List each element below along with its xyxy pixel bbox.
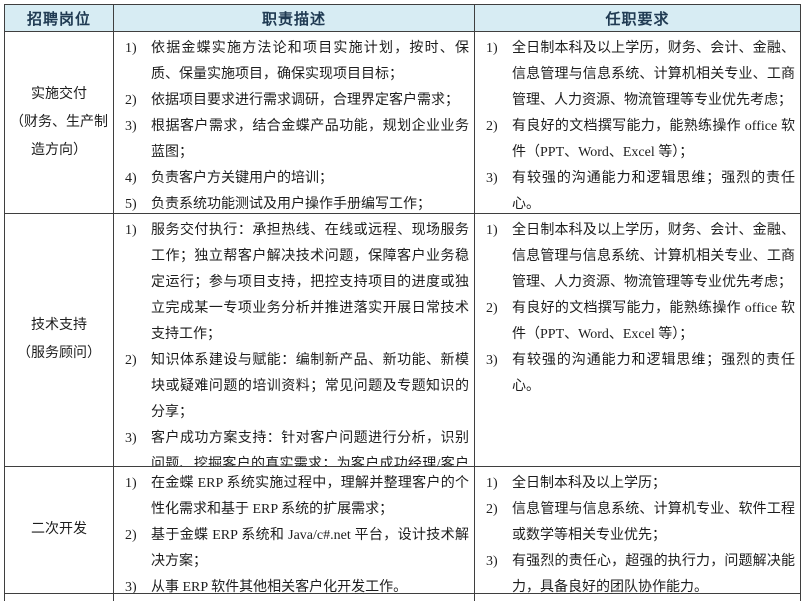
duty-item: 3) 根据客户需求，结合金蝶产品功能，规划企业业务蓝图； [114,114,469,166]
recruitment-table: 招聘岗位 职责描述 任职要求 实施交付 （财务、生产制 造方向） 1) 依据金蝶实… [4,4,801,601]
item-number: 1) [486,41,498,56]
requirements-cell: 1) 全日制本科及以上学历，财务、会计、金融、信息管理与信息系统、计算机相关专业、… [475,32,800,214]
item-number: 3) [486,554,498,569]
item-number: 2) [486,502,498,517]
item-text: 服务交付执行：承担热线、在线或远程、现场服务工作；独立帮客户解决技术问题，保障客… [151,223,469,342]
item-number: 2) [486,119,498,134]
requirement-item: 1) 全日制本科及以上学历，财务、会计、金融、信息管理与信息系统、计算机相关专业、… [475,218,795,296]
requirements-cell: 1) 全日制本科及以上学历，财务、会计、金融、信息管理与信息系统、计算机相关专业、… [475,214,800,467]
item-text: 根据客户需求，结合金蝶产品功能，规划企业业务蓝图； [151,119,469,160]
item-text: 负责系统功能测试及用户操作手册编写工作； [151,197,431,212]
requirements-cell: 1) 全日制本科及以上学历； 2) 信息管理与信息系统、计算机专业、软件工程或数学等相… [475,467,800,594]
item-number: 2) [125,353,137,368]
requirement-item: 1) 全日制本科及以上学历，财务、会计、金融、信息管理与信息系统、计算机相关专业、… [475,36,795,114]
item-number: 1) [125,223,137,238]
duty-item: 1) 服务交付执行：承担热线、在线或远程、现场服务工作；独立帮客户解决技术问题，保… [114,218,469,348]
duty-item: 2) 依据项目要求进行需求调研，合理界定客户需求； [114,88,469,114]
item-text: 全日制本科及以上学历，财务、会计、金融、信息管理与信息系统、计算机相关专业、工商… [512,223,795,290]
item-text: 依据项目要求进行需求调研，合理界定客户需求； [151,93,459,108]
duties-cell: 1) 在金蝶 ERP 系统实施过程中，理解并整理客户的个性化需求和基于 ERP 系… [114,467,475,594]
item-text: 在金蝶 ERP 系统实施过程中，理解并整理客户的个性化需求和基于 ERP 系统的… [151,476,469,517]
item-number: 3) [125,119,137,134]
position-cell-partial [5,594,114,601]
item-text: 基于金蝶 ERP 系统和 Java/c#.net 平台，设计技术解决方案； [151,528,469,569]
requirements-cell-partial [475,594,800,601]
item-number: 3) [486,353,498,368]
item-text: 全日制本科及以上学历； [512,476,666,491]
duty-item: 2) 知识体系建设与赋能：编制新产品、新功能、新模块或疑难问题的培训资料；常见问题… [114,348,469,426]
requirement-item: 2) 有良好的文档撰写能力，能熟练操作 office 软件（PPT、Word、Ex… [475,296,795,348]
item-text: 有强烈的责任心，超强的执行力，问题解决能力，具备良好的团队协作能力。 [512,554,795,594]
requirement-item: 3) 有强烈的责任心，超强的执行力，问题解决能力，具备良好的团队协作能力。 [475,549,795,594]
item-text: 客户成功方案支持：针对客户问题进行分析，识别问题、挖掘客户的真实需求；为客户成功… [151,431,469,467]
requirement-item: 2) 信息管理与信息系统、计算机专业、软件工程或数学等相关专业优先； [475,497,795,549]
duty-item: 5) 负责系统功能测试及用户操作手册编写工作； [114,192,469,213]
item-number: 1) [125,41,137,56]
item-number: 1) [486,476,498,491]
position-cell-implementation-delivery: 实施交付 （财务、生产制 造方向） [5,32,114,214]
item-text: 负责客户方关键用户的培训； [151,171,333,186]
duty-item: 3) 客户成功方案支持：针对客户问题进行分析，识别问题、挖掘客户的真实需求；为客户… [114,426,469,467]
requirement-item: 2) 有良好的文档撰写能力，能熟练操作 office 软件（PPT、Word、Ex… [475,114,795,166]
item-text: 知识体系建设与赋能：编制新产品、新功能、新模块或疑难问题的培训资料；常见问题及专… [151,353,469,420]
item-number: 2) [125,528,137,543]
item-number: 3) [486,171,498,186]
duty-item: 1) 在金蝶 ERP 系统实施过程中，理解并整理客户的个性化需求和基于 ERP 系… [114,471,469,523]
column-header-position: 招聘岗位 [5,5,114,32]
requirement-item: 3) 有较强的沟通能力和逻辑思维；强烈的责任心。 [475,348,795,400]
item-text: 有较强的沟通能力和逻辑思维；强烈的责任心。 [512,171,795,212]
item-number: 1) [486,223,498,238]
item-number: 2) [486,301,498,316]
duty-item: 2) 基于金蝶 ERP 系统和 Java/c#.net 平台，设计技术解决方案； [114,523,469,575]
item-text: 从事 ERP 软件其他相关客户化开发工作。 [151,580,408,594]
duty-item: 4) 负责客户方关键用户的培训； [114,166,469,192]
item-number: 3) [125,580,137,594]
item-number: 4) [125,171,137,186]
column-header-requirements: 任职要求 [475,5,800,32]
item-number: 5) [125,197,137,212]
item-number: 3) [125,431,137,446]
position-cell-secondary-development: 二次开发 [5,467,114,594]
item-text: 依据金蝶实施方法论和项目实施计划，按时、保质、保量实施项目，确保实现项目目标； [151,41,469,82]
item-number: 1) [125,476,137,491]
item-text: 信息管理与信息系统、计算机专业、软件工程或数学等相关专业优先； [512,502,795,543]
item-text: 有良好的文档撰写能力，能熟练操作 office 软件（PPT、Word、Exce… [512,301,795,342]
requirement-item: 1) 全日制本科及以上学历； [475,471,795,497]
item-text: 有良好的文档撰写能力，能熟练操作 office 软件（PPT、Word、Exce… [512,119,795,160]
duties-cell: 1) 依据金蝶实施方法论和项目实施计划，按时、保质、保量实施项目，确保实现项目目标… [114,32,475,214]
column-header-duties: 职责描述 [114,5,475,32]
position-cell-technical-support: 技术支持 （服务顾问） [5,214,114,467]
item-number: 2) [125,93,137,108]
duty-item: 3) 从事 ERP 软件其他相关客户化开发工作。 [114,575,469,594]
item-text: 全日制本科及以上学历，财务、会计、金融、信息管理与信息系统、计算机相关专业、工商… [512,41,795,108]
requirement-item: 3) 有较强的沟通能力和逻辑思维；强烈的责任心。 [475,166,795,213]
duties-cell: 1) 服务交付执行：承担热线、在线或远程、现场服务工作；独立帮客户解决技术问题，保… [114,214,475,467]
duty-item: 1) 依据金蝶实施方法论和项目实施计划，按时、保质、保量实施项目，确保实现项目目标… [114,36,469,88]
item-text: 有较强的沟通能力和逻辑思维；强烈的责任心。 [512,353,795,394]
duties-cell-partial [114,594,475,601]
